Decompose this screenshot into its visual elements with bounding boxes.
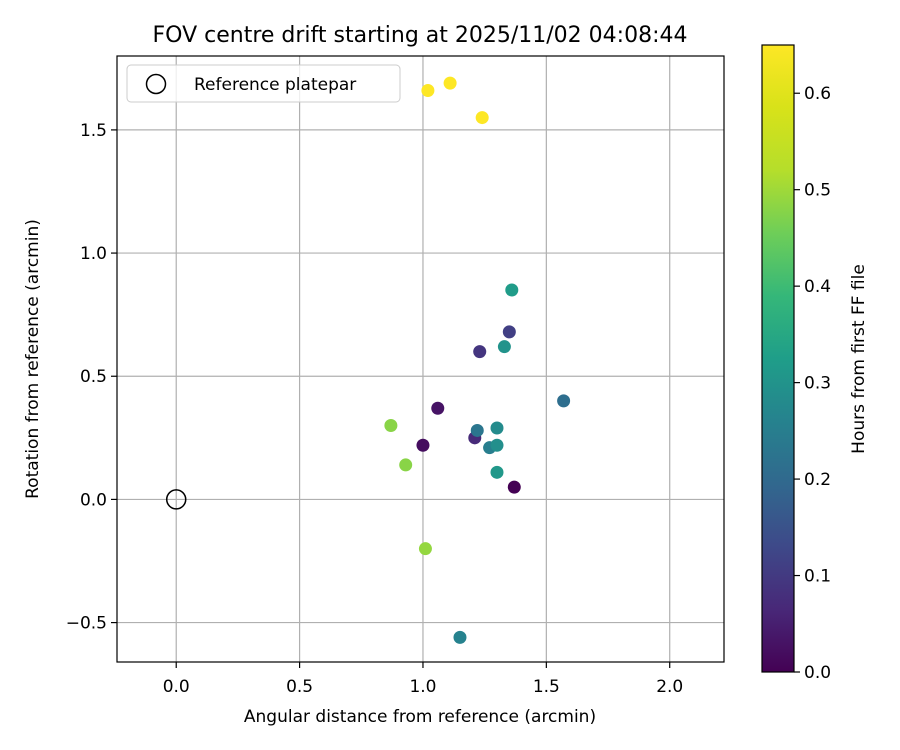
legend-label-reference-platepar: Reference platepar — [194, 75, 356, 95]
scatter-point — [431, 401, 445, 415]
colorbar-frame — [761, 44, 795, 673]
x-tick-label: 1.0 — [409, 677, 436, 697]
legend-marker-open-circle — [145, 73, 167, 95]
chart-title: FOV centre drift starting at 2025/11/02 … — [153, 23, 688, 48]
y-tick-label: −0.5 — [66, 614, 107, 634]
y-tick-label: 0.5 — [80, 367, 107, 387]
x-tick-label: 0.0 — [163, 677, 190, 697]
x-tick-label: 0.5 — [286, 677, 313, 697]
scatter-point — [557, 394, 571, 408]
colorbar-label: Hours from first FF file — [849, 264, 869, 454]
scatter-point — [497, 340, 511, 354]
grid — [117, 56, 724, 662]
data-points — [165, 76, 571, 644]
scatter-point — [443, 76, 457, 90]
colorbar-tick-label: 0.0 — [804, 663, 831, 683]
scatter-point — [502, 325, 516, 339]
y-axis-ticks: −0.5 0.0 0.5 1.0 1.5 — [66, 121, 117, 634]
colorbar-tick-label: 0.4 — [804, 277, 831, 297]
colorbar-tick-label: 0.3 — [804, 374, 831, 394]
scatter-point — [490, 421, 504, 435]
scatter-point — [421, 83, 435, 97]
x-axis-label: Angular distance from reference (arcmin) — [244, 707, 596, 727]
colorbar-tick-label: 0.2 — [804, 470, 831, 490]
scatter-point — [418, 542, 432, 556]
scatter-point — [490, 438, 504, 452]
scatter-point — [473, 345, 487, 359]
colorbar-tick-label: 0.5 — [804, 181, 831, 201]
x-tick-label: 2.0 — [656, 677, 683, 697]
colorbar-tick-label: 0.1 — [804, 567, 831, 587]
y-tick-label: 1.5 — [80, 121, 107, 141]
y-axis-label: Rotation from reference (arcmin) — [23, 219, 43, 499]
scatter-point — [453, 630, 467, 644]
colorbar-gradient — [762, 45, 794, 672]
scatter-point — [475, 111, 489, 125]
x-tick-label: 1.5 — [533, 677, 560, 697]
plot-frame — [116, 55, 725, 663]
colorbar-tick-label: 0.6 — [804, 84, 831, 104]
scatter-point — [490, 465, 504, 479]
scatter-point — [384, 419, 398, 433]
y-tick-label: 0.0 — [80, 490, 107, 510]
colorbar-ticks: 0.0 0.1 0.2 0.3 0.4 0.5 0.6 — [794, 84, 831, 683]
legend: Reference platepar — [126, 64, 401, 103]
scatter-point — [507, 480, 521, 494]
reference-platepar-point — [165, 489, 187, 510]
scatter-point — [470, 423, 484, 437]
colorbar: 0.0 0.1 0.2 0.3 0.4 0.5 0.6 Hours from first F… — [761, 44, 869, 683]
scatter-point — [505, 283, 519, 297]
x-axis-ticks: 0.0 0.5 1.0 1.5 2.0 — [163, 662, 683, 697]
y-tick-label: 1.0 — [80, 244, 107, 264]
scatter-point — [399, 458, 413, 472]
legend-box — [126, 64, 401, 103]
scatter-point — [416, 438, 430, 452]
